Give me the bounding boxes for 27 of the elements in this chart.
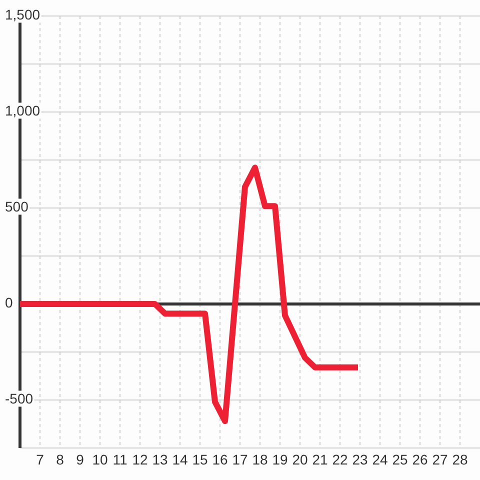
y-tick-label: -500 bbox=[5, 390, 34, 407]
x-tick-label: 15 bbox=[192, 452, 208, 468]
x-tick-label: 7 bbox=[36, 452, 44, 468]
x-tick-label: 23 bbox=[352, 452, 368, 468]
x-tick-label: 12 bbox=[132, 452, 148, 468]
x-tick-label: 28 bbox=[452, 452, 468, 468]
x-tick-label: 27 bbox=[432, 452, 448, 468]
x-tick-label: 20 bbox=[292, 452, 308, 468]
x-tick-label: 24 bbox=[372, 452, 388, 468]
x-tick-label: 13 bbox=[152, 452, 168, 468]
x-tick-label: 9 bbox=[76, 452, 84, 468]
x-tick-label: 10 bbox=[92, 452, 108, 468]
x-tick-label: 19 bbox=[272, 452, 288, 468]
x-tick-label: 18 bbox=[252, 452, 268, 468]
y-tick-label: 500 bbox=[5, 198, 29, 215]
x-tick-label: 22 bbox=[332, 452, 348, 468]
x-tick-label: 17 bbox=[232, 452, 248, 468]
x-tick-label: 21 bbox=[312, 452, 328, 468]
x-tick-label: 26 bbox=[412, 452, 428, 468]
y-tick-label: 0 bbox=[5, 294, 13, 311]
x-tick-label: 16 bbox=[212, 452, 228, 468]
y-tick-label: 1,500 bbox=[5, 6, 40, 23]
x-tick-label: 14 bbox=[172, 452, 188, 468]
y-tick-label: 1,000 bbox=[5, 102, 40, 119]
x-tick-label: 11 bbox=[112, 452, 128, 468]
x-tick-label: 25 bbox=[392, 452, 408, 468]
x-tick-label: 8 bbox=[56, 452, 64, 468]
